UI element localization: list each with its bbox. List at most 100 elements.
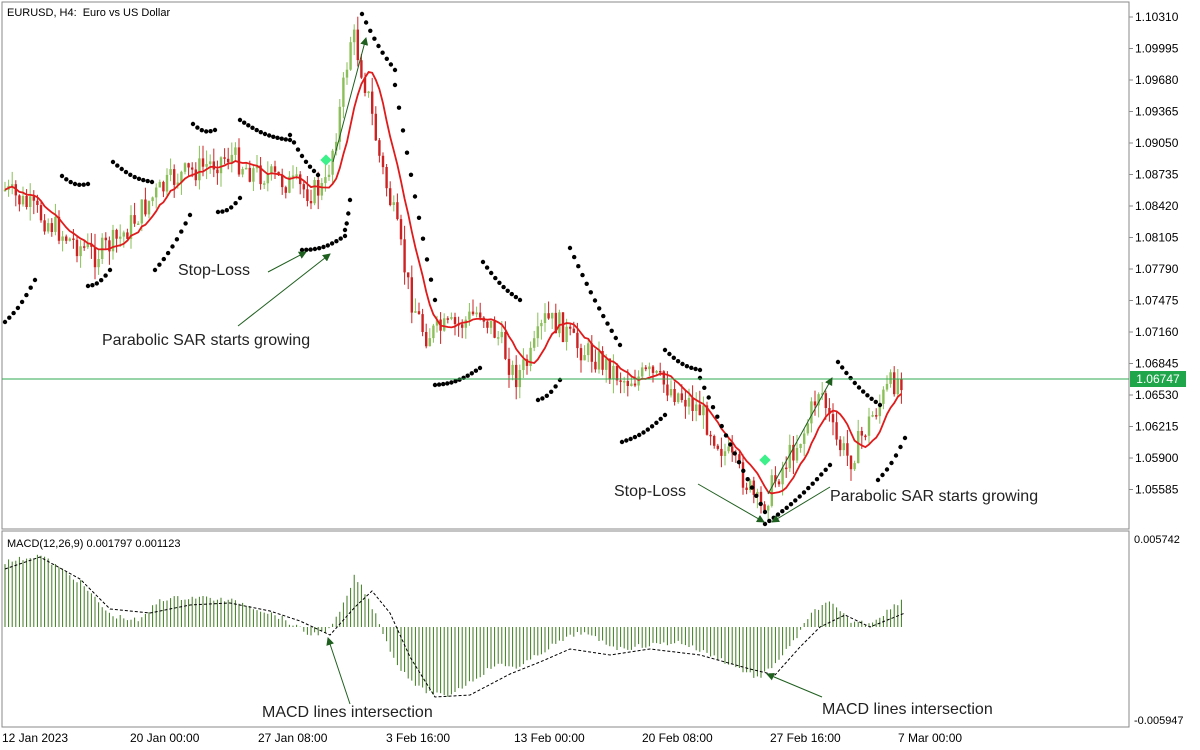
parabolic-sar-dot <box>902 435 908 441</box>
candle-body <box>443 318 446 331</box>
candle-body <box>18 195 21 205</box>
candle-body <box>93 246 97 268</box>
candle-body <box>151 197 154 202</box>
candle-body <box>313 180 316 204</box>
candle-body <box>36 200 39 205</box>
signal-marker <box>320 154 332 166</box>
parabolic-sar-dot <box>81 182 86 187</box>
parabolic-sar-dot <box>624 438 629 443</box>
parabolic-sar-dot <box>342 233 348 239</box>
candle-body <box>11 184 14 186</box>
annotations: Stop-Loss Parabolic SAR starts growing S… <box>102 262 1038 721</box>
candle-body <box>511 364 514 375</box>
parabolic-sar-dot <box>693 366 698 372</box>
parabolic-sar-dot <box>449 380 454 385</box>
parabolic-sar-dot <box>645 427 650 432</box>
parabolic-sar-dot <box>363 20 369 25</box>
parabolic-sar-dot <box>480 259 486 265</box>
candle-body <box>403 239 406 273</box>
macd-panel-frame[interactable] <box>1 530 1130 728</box>
candle-body <box>227 158 230 163</box>
candle-body <box>781 467 784 485</box>
parabolic-sar-dot <box>342 227 348 233</box>
candle-body <box>468 311 471 320</box>
parabolic-sar-dot <box>535 397 541 403</box>
parabolic-sar-dot <box>141 177 146 183</box>
candle-body <box>893 372 896 395</box>
parabolic-sar-dot <box>544 393 549 398</box>
trend-arrow <box>332 37 369 163</box>
candle-body <box>155 187 158 198</box>
macd-title: MACD(12,26,9) 0.001797 0.001123 <box>7 538 180 550</box>
candle-body <box>270 166 273 174</box>
parabolic-sar-dot <box>408 172 414 177</box>
price-panel-frame[interactable] <box>1 1 1130 530</box>
candle-body <box>597 351 601 370</box>
candle-body <box>749 480 752 490</box>
parabolic-sar-dot <box>637 432 642 438</box>
parabolic-sar-dot <box>806 485 811 491</box>
parabolic-sar-dot <box>632 434 638 440</box>
parabolic-sar-dot <box>299 247 305 253</box>
candle-body <box>169 169 172 175</box>
candle-body <box>414 311 417 313</box>
candle-body <box>435 319 439 326</box>
candle-body <box>885 383 889 390</box>
candle-body <box>839 439 842 451</box>
parabolic-sar-dot <box>94 281 100 286</box>
candle-body <box>374 113 377 141</box>
candle-body <box>536 326 539 339</box>
parabolic-sar-dot <box>732 451 737 456</box>
signal-marker <box>759 454 771 466</box>
parabolic-sar-dot <box>396 105 402 110</box>
candle-body <box>399 219 403 240</box>
parabolic-sar-dot <box>325 243 330 248</box>
candle-body <box>875 415 878 417</box>
parabolic-sar-dot <box>420 236 426 241</box>
candle-body <box>277 171 280 176</box>
candle-body <box>849 455 853 470</box>
candle-body <box>831 414 835 423</box>
parabolic-sar-dot <box>741 468 746 473</box>
candle-body <box>785 467 788 470</box>
candle-body <box>356 29 359 61</box>
moving-average-line <box>4 70 902 495</box>
parabolic-sar-dot <box>344 221 349 226</box>
time-tick-label: 3 Feb 16:00 <box>386 731 450 745</box>
parabolic-sar-dot <box>317 246 322 251</box>
candle-body <box>133 215 136 224</box>
parabolic-sar-dot <box>412 194 418 199</box>
parabolic-sar-dot <box>680 361 685 367</box>
candle-body <box>817 394 820 406</box>
candle-body <box>108 240 111 252</box>
macd-cross-annotation: MACD lines intersection <box>262 704 433 721</box>
candle-body <box>738 454 741 463</box>
candle-body <box>43 220 46 232</box>
candle-body <box>666 384 669 396</box>
candle-body <box>345 69 349 78</box>
candle-body <box>263 183 266 185</box>
candle-body <box>158 181 161 188</box>
candle-body <box>684 399 687 407</box>
candle-body <box>396 202 399 220</box>
candle-body <box>806 423 809 434</box>
candle-body <box>97 259 100 268</box>
price-tick-label: 1.06845 <box>1135 357 1179 371</box>
candle-body <box>54 216 57 232</box>
candle-body <box>601 351 604 370</box>
parabolic-sar-dot <box>32 277 38 283</box>
parabolic-sar-dot <box>103 273 108 278</box>
parabolic-sar-dot <box>246 123 251 128</box>
candle-body <box>198 158 201 181</box>
parabolic-sar-dot <box>11 310 16 316</box>
candle-body <box>594 361 597 370</box>
parabolic-sar-dot <box>477 365 483 371</box>
candle-body <box>572 328 575 333</box>
parabolic-sar-dot <box>334 239 339 244</box>
parabolic-sar-dot <box>775 512 781 517</box>
candle-body <box>637 376 640 386</box>
parabolic-sar-dot <box>877 402 883 408</box>
parabolic-sar-dot <box>204 129 209 134</box>
candle-body <box>486 321 489 328</box>
